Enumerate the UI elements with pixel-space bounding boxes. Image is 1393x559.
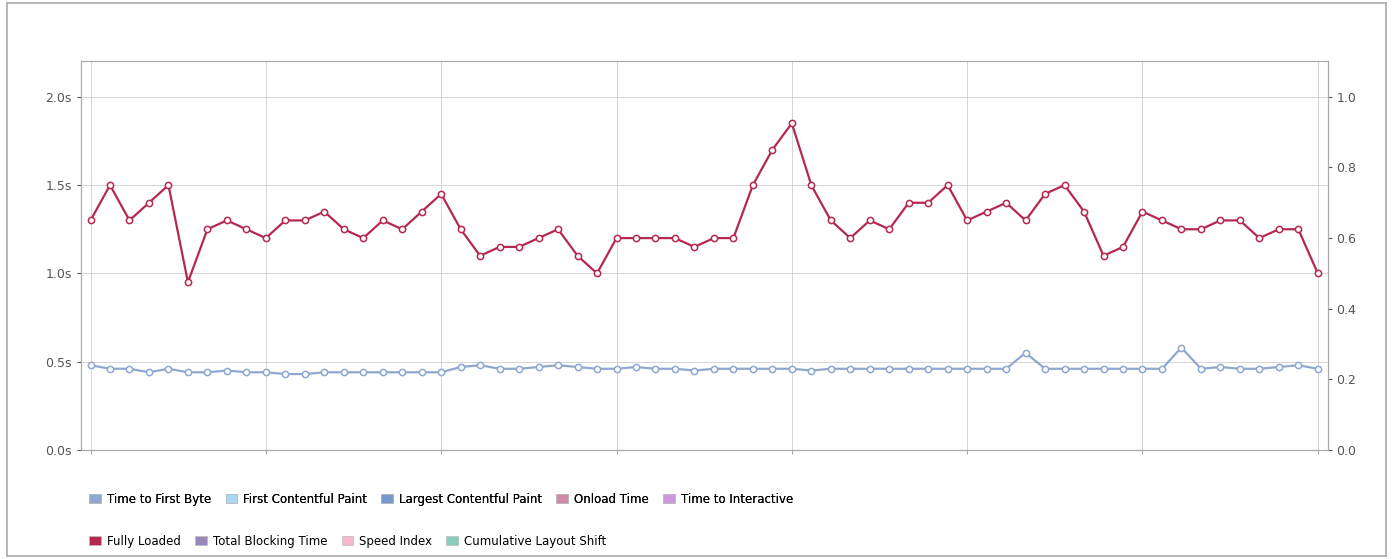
Legend: Fully Loaded, Total Blocking Time, Speed Index, Cumulative Layout Shift: Fully Loaded, Total Blocking Time, Speed… [89, 534, 606, 547]
Legend: Time to First Byte, First Contentful Paint, Largest Contentful Paint, Onload Tim: Time to First Byte, First Contentful Pai… [89, 492, 793, 505]
